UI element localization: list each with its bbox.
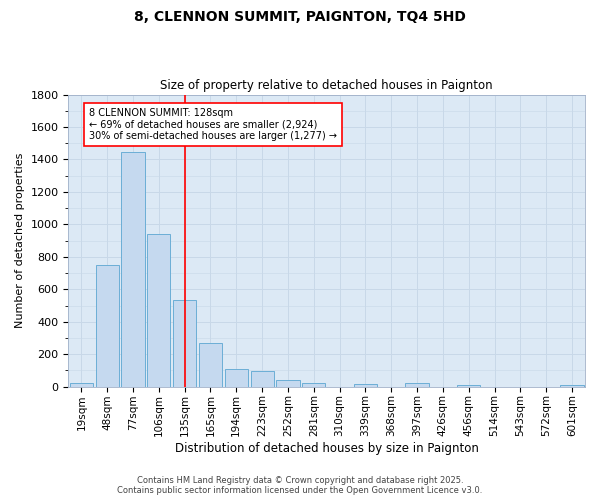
Y-axis label: Number of detached properties: Number of detached properties — [15, 153, 25, 328]
Text: 8 CLENNON SUMMIT: 128sqm
← 69% of detached houses are smaller (2,924)
30% of sem: 8 CLENNON SUMMIT: 128sqm ← 69% of detach… — [89, 108, 337, 140]
Bar — [406, 384, 429, 386]
Bar — [302, 382, 325, 386]
Bar — [457, 384, 481, 386]
Bar — [147, 234, 170, 386]
Bar — [95, 265, 119, 386]
Text: Contains HM Land Registry data © Crown copyright and database right 2025.
Contai: Contains HM Land Registry data © Crown c… — [118, 476, 482, 495]
X-axis label: Distribution of detached houses by size in Paignton: Distribution of detached houses by size … — [175, 442, 479, 455]
Bar — [224, 369, 248, 386]
Bar — [251, 372, 274, 386]
Bar — [70, 383, 93, 386]
Text: 8, CLENNON SUMMIT, PAIGNTON, TQ4 5HD: 8, CLENNON SUMMIT, PAIGNTON, TQ4 5HD — [134, 10, 466, 24]
Bar — [173, 300, 196, 386]
Title: Size of property relative to detached houses in Paignton: Size of property relative to detached ho… — [160, 79, 493, 92]
Bar — [121, 152, 145, 386]
Bar — [354, 384, 377, 386]
Bar — [560, 384, 584, 386]
Bar — [199, 343, 222, 386]
Bar — [277, 380, 299, 386]
